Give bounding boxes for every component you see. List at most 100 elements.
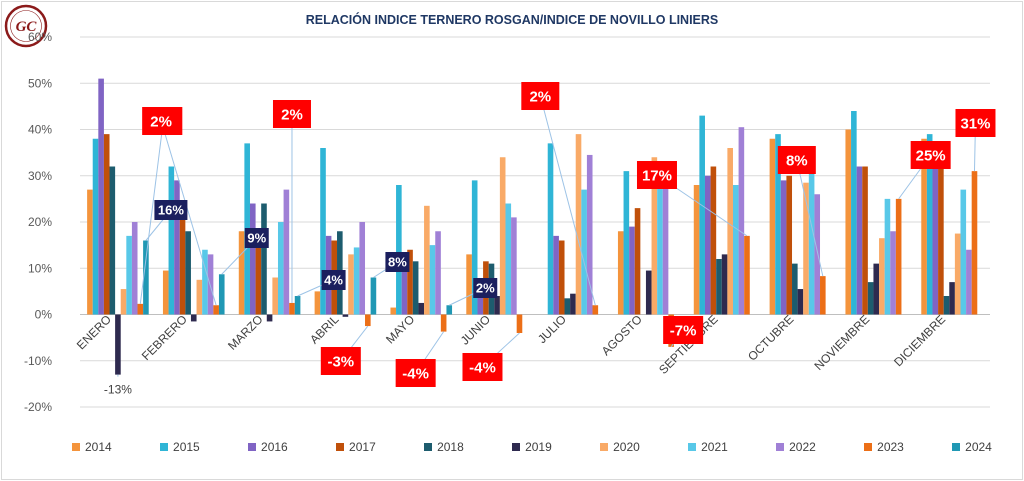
legend-item: 2019 <box>512 439 552 455</box>
bar <box>699 115 705 315</box>
bar <box>213 305 219 315</box>
bar <box>960 189 967 315</box>
legend-item: 2021 <box>688 439 728 455</box>
annotation-box <box>321 270 346 290</box>
y-tick-label: 50% <box>28 76 52 90</box>
bar <box>651 157 658 315</box>
chart-title: RELACIÓN INDICE TERNERO ROSGAN/INDICE DE… <box>305 13 719 27</box>
legend-item: 2023 <box>864 439 904 455</box>
bar <box>553 235 559 315</box>
x-tick-label: MAYO <box>383 312 417 346</box>
bar <box>466 254 472 315</box>
bar <box>218 274 225 315</box>
legend-swatch <box>72 443 80 451</box>
annotation-box <box>272 100 311 128</box>
legend-item: 2015 <box>160 439 200 455</box>
bar <box>943 296 950 315</box>
x-tick-label: FEBRERO <box>139 312 190 363</box>
bar <box>98 78 104 315</box>
annotation-label: 9% <box>247 231 266 246</box>
annotation-label: -3% <box>327 354 354 371</box>
bar <box>738 127 745 315</box>
annotation-box <box>777 146 816 174</box>
annotation-leader <box>539 95 596 306</box>
bar <box>471 180 478 315</box>
y-tick-label: 60% <box>28 30 52 44</box>
annotation-box <box>910 141 951 169</box>
bar <box>856 166 863 315</box>
bar <box>792 263 798 315</box>
annotation-box <box>636 161 677 189</box>
bar <box>446 305 453 315</box>
annotation-box <box>142 107 181 135</box>
bar <box>174 180 180 315</box>
bar <box>564 298 571 315</box>
legend-label: 2020 <box>613 440 640 454</box>
annotation-label: -13% <box>104 383 132 397</box>
legend-label: 2022 <box>789 440 816 454</box>
bar <box>320 148 326 315</box>
x-tick-label: JUNIO <box>458 312 493 347</box>
annotation-label: 2% <box>529 89 551 106</box>
bar <box>727 148 733 315</box>
bar <box>261 203 267 315</box>
annotation-label: 2% <box>150 114 172 131</box>
bar <box>558 240 565 315</box>
bar <box>592 305 599 315</box>
bar <box>769 138 776 315</box>
bar <box>168 166 175 315</box>
bar <box>710 166 717 315</box>
bar <box>803 182 809 315</box>
bar <box>190 314 197 322</box>
bar <box>283 189 290 315</box>
bar <box>780 180 787 315</box>
bar <box>185 231 191 315</box>
legend-swatch <box>512 443 521 451</box>
bar <box>657 180 663 315</box>
bar <box>162 270 169 315</box>
legend-swatch <box>424 443 433 451</box>
x-tick-label: ABRIL <box>307 312 342 347</box>
annotation-box <box>395 359 436 387</box>
bar <box>932 152 939 315</box>
bar <box>353 247 360 315</box>
bar <box>359 222 366 315</box>
bar <box>890 231 896 315</box>
bar <box>873 263 880 315</box>
bar <box>820 276 826 315</box>
bar <box>949 282 955 315</box>
bar <box>418 302 425 315</box>
annotation-label: -4% <box>469 360 496 377</box>
legend-swatch <box>336 443 345 451</box>
chart-legend: 2014 2015 2016 2017 2018 2019 2020 2021 2022 2023… <box>72 439 992 455</box>
annotation-box <box>244 228 269 248</box>
bar <box>879 238 885 315</box>
bar <box>440 314 447 332</box>
bar <box>370 277 377 315</box>
annotation-box <box>462 353 503 381</box>
bar <box>289 302 295 315</box>
bar <box>505 203 512 315</box>
bar <box>971 171 978 315</box>
legend-swatch <box>864 443 873 451</box>
bar <box>629 226 635 315</box>
bar <box>662 171 669 315</box>
bar <box>294 296 301 315</box>
x-tick-label: NOVIEMBRE <box>811 312 872 373</box>
x-tick-label: OCTUBRE <box>745 312 796 363</box>
bar <box>131 222 138 315</box>
bar <box>704 175 711 315</box>
bar <box>137 303 144 315</box>
bar <box>547 143 554 315</box>
bar <box>575 134 582 315</box>
legend-label: 2024 <box>965 440 992 454</box>
gc-logo: GC <box>4 4 48 48</box>
bar <box>693 185 700 315</box>
bar <box>435 231 441 315</box>
bar <box>926 134 933 315</box>
bar <box>744 235 750 315</box>
bar <box>499 157 506 315</box>
bar <box>238 231 245 315</box>
bar <box>120 289 127 315</box>
annotation-leader <box>796 159 824 277</box>
